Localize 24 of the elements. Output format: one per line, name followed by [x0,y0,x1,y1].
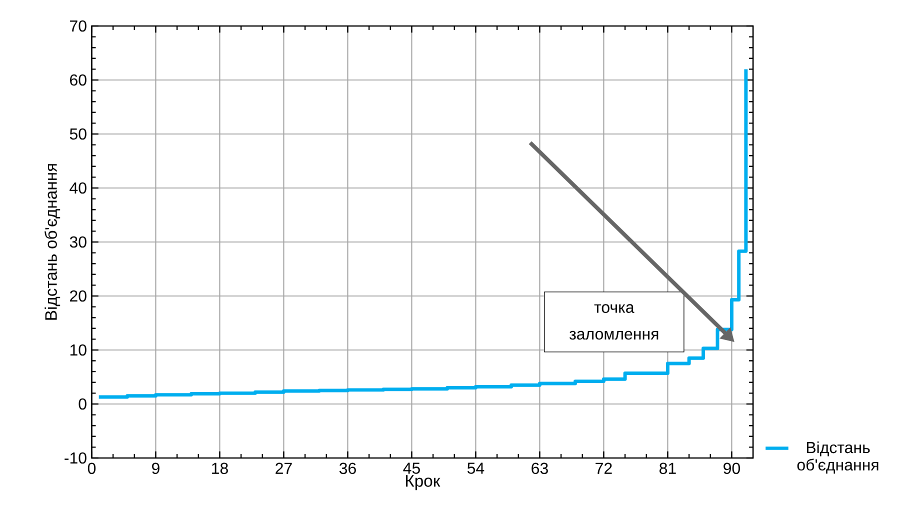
x-tick-label: 54 [467,462,484,474]
y-tick-label: 50 [70,128,86,140]
x-tick-label: 90 [724,462,740,474]
x-tick-label: 0 [88,462,96,474]
y-tick-label: 70 [70,20,86,32]
y-tick-label: 0 [78,398,86,410]
annotation: точка заломлення [569,304,658,340]
x-tick-label: 63 [532,462,548,474]
x-axis-title: Крок [406,475,440,490]
y-tick-label: 60 [70,74,86,86]
x-tick-label: 9 [152,462,160,474]
y-axis-title: Відстань об'єднання [44,164,60,320]
x-tick-label: 18 [212,462,228,474]
y-tick-label: 20 [70,290,86,302]
x-tick-label: 36 [339,462,356,474]
y-tick-label: 40 [70,182,86,194]
y-tick-label: -10 [64,452,86,464]
legend-label: Відстань об'єднання [797,441,878,474]
y-tick-label: 30 [70,236,86,248]
x-tick-label: 81 [660,462,676,474]
x-tick-label: 27 [276,462,292,474]
x-tick-label: 45 [403,462,420,474]
x-tick-label: 72 [596,462,612,474]
y-tick-label: 10 [70,344,86,356]
